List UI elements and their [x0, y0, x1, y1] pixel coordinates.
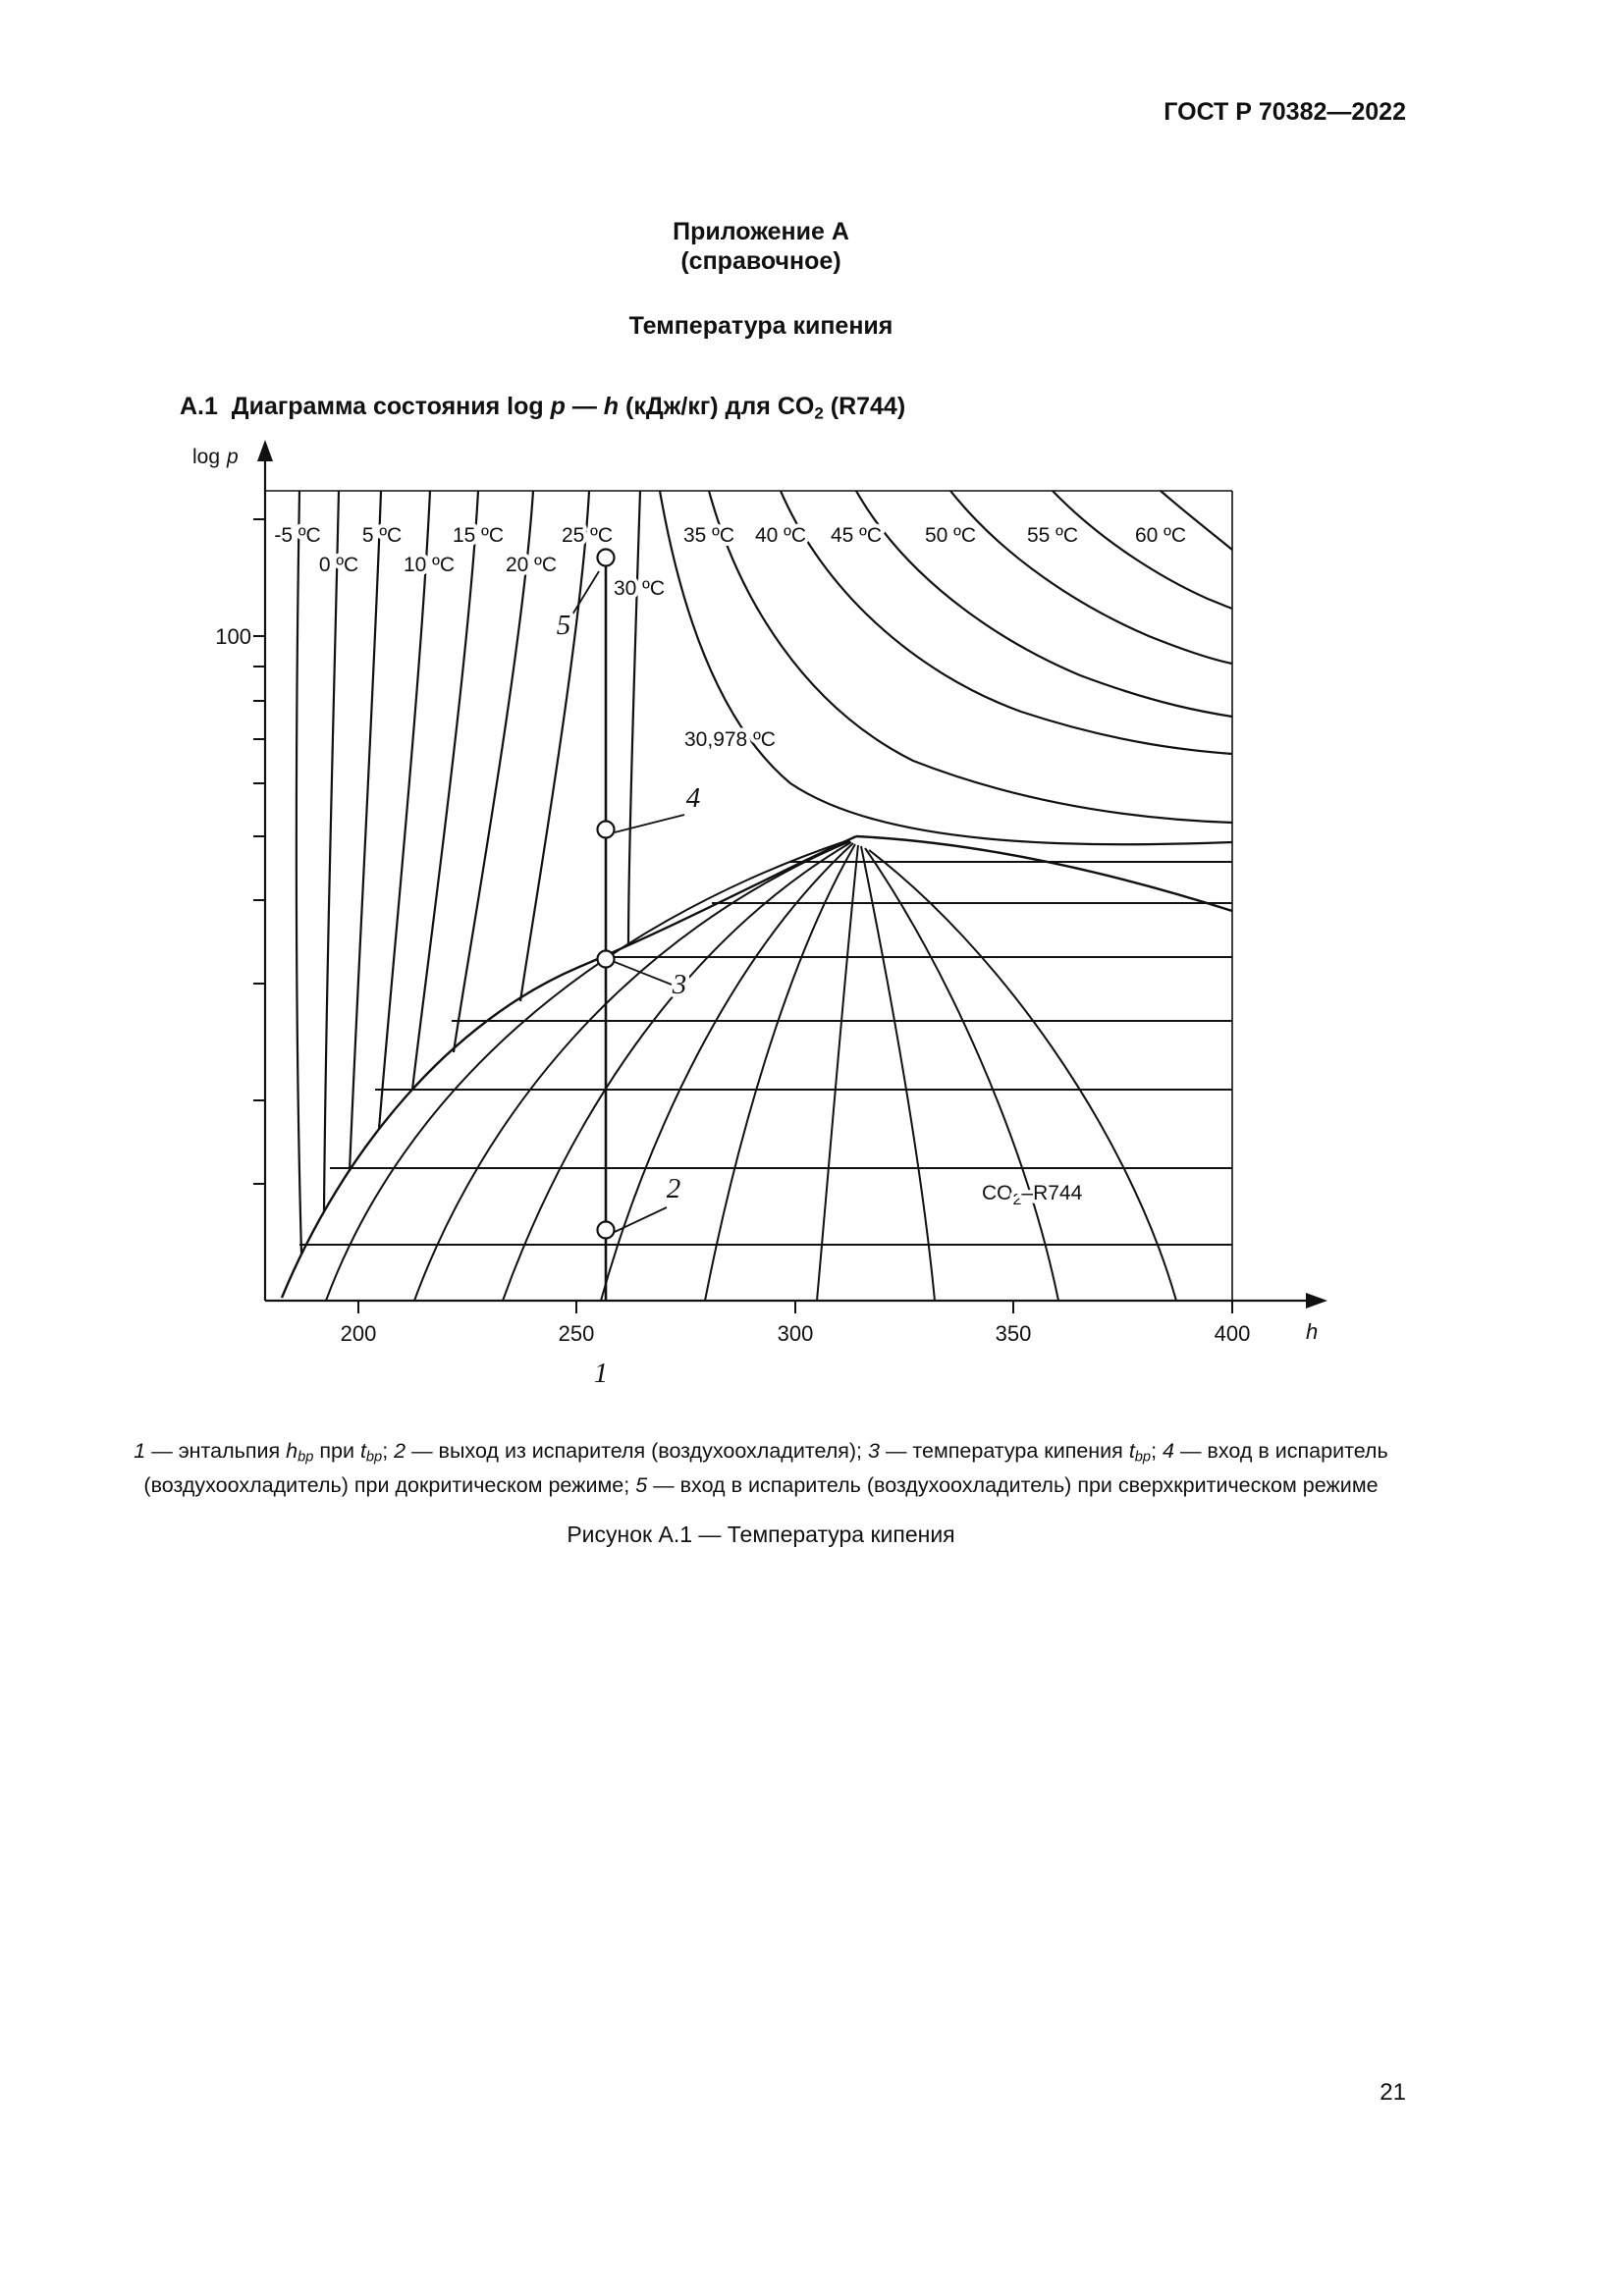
ph-diagram: log p 100 200 250 300 350 400 h -5 ºC 0 º… — [192, 440, 1327, 1393]
figure-heading: А.1 Диаграмма состояния log p — h (кДж/к… — [180, 393, 906, 423]
point-label-5: 5 — [557, 610, 571, 641]
point-label-2: 2 — [667, 1173, 681, 1204]
state-point-markers — [596, 548, 616, 1240]
liquid-isotherms — [295, 490, 642, 1255]
x-tick-label: 300 — [778, 1321, 814, 1346]
document-header: ГОСТ Р 70382—2022 — [1164, 98, 1406, 126]
isotherm-label: 40 ºC — [755, 524, 806, 547]
state-point-labels: 5 4 3 2 1 — [553, 606, 705, 1393]
y-axis-label: log p — [192, 446, 239, 468]
state-point-5 — [596, 548, 616, 567]
isotherm-label: 25 ºC — [562, 524, 613, 547]
substance-label: CO2–R744 — [982, 1182, 1083, 1208]
section-title: Температура кипения — [628, 312, 893, 340]
point-label-1: 1 — [594, 1358, 609, 1389]
isotherm-label: 10 ºC — [404, 554, 455, 576]
state-point-3 — [596, 949, 616, 969]
axis-labels: log p 100 200 250 300 350 400 h — [192, 446, 1318, 1346]
x-tick-label: 200 — [341, 1321, 377, 1346]
y-axis-ticks — [253, 518, 265, 1185]
x-tick-label: 250 — [559, 1321, 595, 1346]
process-line-group — [571, 548, 685, 1301]
isotherm-label: 15 ºC — [453, 524, 504, 547]
figure-legend: 1 — энтальпия hbp при tbp; 2 — выход из … — [134, 1439, 1388, 1497]
appendix-subtitle: (справочное) — [680, 247, 841, 275]
plot-frame — [265, 490, 1233, 1301]
axes — [263, 457, 1308, 1303]
quality-lines — [325, 839, 1177, 1302]
isotherm-label: 5 ºC — [362, 524, 402, 547]
isotherm-label: 30 ºC — [614, 577, 665, 600]
isotherm-label: 55 ºC — [1027, 524, 1078, 547]
state-point-4 — [596, 820, 616, 839]
isotherm-label: 20 ºC — [506, 554, 557, 576]
saturated-vapor-line — [855, 834, 1233, 913]
y-tick-label: 100 — [215, 624, 251, 649]
point-leader-lines — [571, 570, 685, 1233]
gas-isotherms — [658, 490, 1233, 846]
isobar-lines — [299, 861, 1232, 1246]
x-tick-label: 400 — [1215, 1321, 1251, 1346]
point-label-4: 4 — [686, 782, 701, 814]
isotherm-label: 35 ºC — [683, 524, 734, 547]
figure-caption: Рисунок А.1 — Температура кипения — [567, 1522, 955, 1547]
x-axis-ticks — [357, 1301, 1233, 1313]
isotherm-label: 60 ºC — [1135, 524, 1186, 547]
critical-isotherm-curve — [658, 490, 1233, 846]
state-point-2 — [596, 1220, 616, 1240]
appendix-title: Приложение А — [673, 218, 849, 245]
isotherm-label: -5 ºC — [274, 524, 320, 547]
x-axis-arrow — [1306, 1293, 1327, 1308]
point-label-3: 3 — [672, 969, 687, 1000]
saturated-liquid-line — [280, 834, 857, 1299]
isotherm-label: 45 ºC — [831, 524, 882, 547]
y-axis-arrow — [257, 440, 273, 461]
isotherm-label: 50 ºC — [925, 524, 976, 547]
page-number: 21 — [1380, 2079, 1406, 2106]
isotherm-label: 0 ºC — [319, 554, 358, 576]
saturation-dome — [280, 834, 1233, 1299]
critical-isotherm-label: 30,978 ºC — [684, 728, 776, 751]
x-tick-label: 350 — [996, 1321, 1032, 1346]
isotherm-labels: -5 ºC 0 ºC 5 ºC 10 ºC 15 ºC 20 ºC 25 ºC … — [270, 520, 1190, 755]
x-axis-label: h — [1306, 1319, 1318, 1344]
